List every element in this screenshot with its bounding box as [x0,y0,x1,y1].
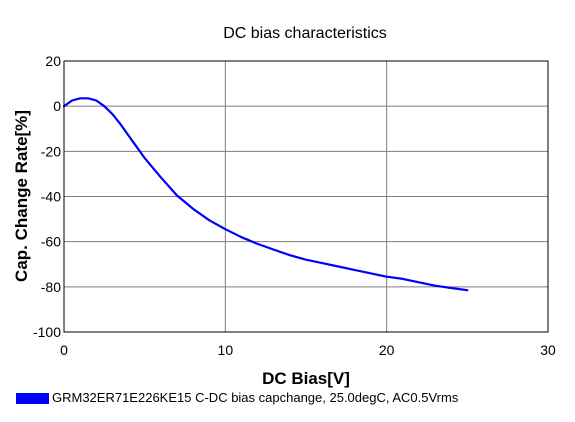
plot-border [63,60,549,333]
y-tick-label: 0 [53,98,61,114]
x-tick-labels: 0 10 20 30 [60,342,556,358]
x-tick-label: 0 [60,342,68,358]
y-tick-label: -20 [41,143,61,159]
x-tick-label: 10 [218,342,234,358]
series-line [62,97,469,292]
x-tick-label: 20 [379,342,395,358]
legend: GRM32ER71E226KE15 C-DC bias capchange, 2… [16,391,458,405]
chart-title: DC bias characteristics [223,25,387,42]
dc-bias-chart: DC bias characteristics 0 10 20 30 20 0 -20 -4… [12,25,556,388]
y-tick-label: -100 [33,324,61,340]
y-axis-label: Cap. Change Rate[%] [12,110,31,282]
legend-entry-label: GRM32ER71E226KE15 C-DC bias capchange, 2… [52,390,459,405]
y-tick-label: -40 [41,189,61,205]
legend-swatch [16,392,49,404]
y-tick-label: -80 [41,279,61,295]
y-tick-labels: 20 0 -20 -40 -60 -80 -100 [33,53,61,340]
x-tick-label: 30 [540,342,556,358]
y-tick-label: -60 [41,234,61,250]
x-axis-label: DC Bias[V] [262,369,350,388]
y-tick-label: 20 [45,53,61,69]
